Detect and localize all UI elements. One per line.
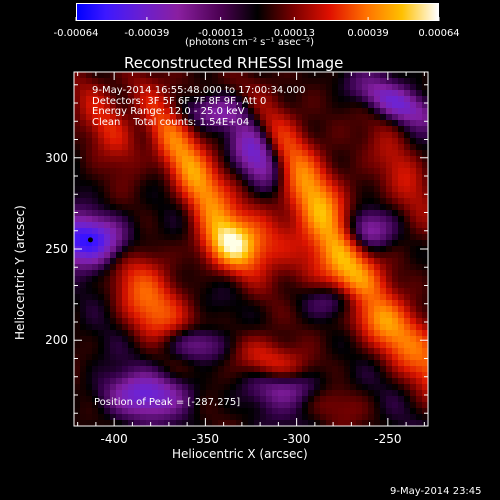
y-tick-label: 300 [45,151,68,165]
info-energy-range: Energy Range: 12.0 - 25.0 keV [92,106,245,117]
minimum-marker [87,237,93,243]
colorbar-unit-label: (photons cm⁻² s⁻¹ asec⁻²) [185,37,315,48]
heatmap-image [74,72,428,426]
colorbar-ticks: -0.00064 -0.00039 -0.00013 0.00013 0.00039 0.… [54,17,460,39]
x-tick-label: -350 [192,432,219,446]
colorbar-tick-label: 0.00039 [347,28,388,39]
info-block: 9-May-2014 16:55:48.000 to 17:00:34.000 … [92,85,306,128]
x-tick-label: -400 [101,432,128,446]
colorbar [76,3,439,21]
x-tick-label: -250 [374,432,401,446]
x-tick-label: -300 [283,432,310,446]
peak-position-label: Position of Peak = [-287,275] [94,397,241,408]
y-tick-label: 250 [45,242,68,256]
colorbar-tick-label: 0.00013 [274,28,315,39]
info-counts: Clean Total counts: 1.54E+04 [92,116,250,128]
info-time-range: 9-May-2014 16:55:48.000 to 17:00:34.000 [92,85,306,96]
chart-title: Reconstructed RHESSI Image [124,54,344,72]
colorbar-tick-label: -0.00013 [198,28,243,39]
footer-timestamp: 9-May-2014 23:45 [390,486,482,497]
y-tick-label: 200 [45,333,68,347]
info-detectors: Detectors: 3F 5F 6F 7F 8F 9F, Att 0 [92,95,267,107]
x-axis-label: Heliocentric X (arcsec) [172,447,308,461]
colorbar-tick-label: -0.00064 [54,28,99,39]
colorbar-tick-label: -0.00039 [124,28,169,39]
y-axis-label: Heliocentric Y (arcsec) [13,205,27,340]
colorbar-tick-label: 0.00064 [418,28,459,39]
